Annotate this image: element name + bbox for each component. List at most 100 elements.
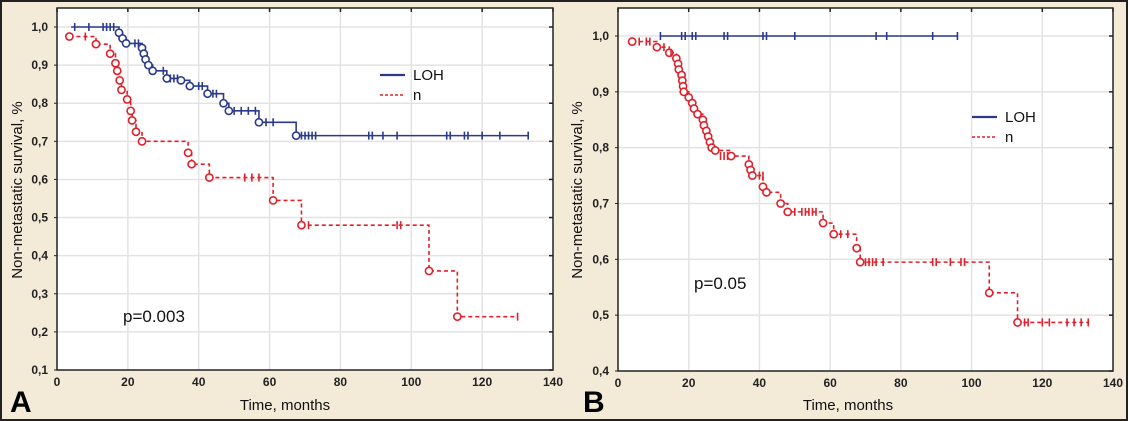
plot-area — [57, 8, 553, 370]
event-marker — [1013, 318, 1022, 327]
y-tick-label: 1,0 — [592, 29, 609, 43]
event-marker — [122, 95, 132, 104]
x-tick-label: 140 — [543, 375, 563, 389]
event-marker — [693, 109, 702, 119]
event-marker — [117, 85, 126, 95]
event-marker — [203, 89, 212, 99]
event-marker — [424, 266, 434, 276]
legend-label-loh: LOH — [413, 67, 444, 84]
event-marker — [219, 98, 228, 108]
event-marker — [126, 106, 136, 116]
event-marker — [291, 131, 301, 141]
y-tick-label: 0,7 — [592, 197, 609, 211]
event-marker — [112, 66, 122, 76]
event-marker — [187, 159, 197, 169]
y-tick-label: 0,2 — [31, 325, 48, 339]
event-marker — [762, 187, 771, 197]
panel-a: 0 20 40 60 80 100 120 140 0,1 0,2 0,3 0,4 0,5 0,6 0,7 0… — [9, 7, 563, 419]
event-marker — [105, 49, 115, 59]
plot-border — [56, 7, 554, 371]
x-tick-label: 60 — [823, 376, 837, 390]
x-tick-label: 20 — [682, 376, 696, 390]
y-tick-label: 0,5 — [592, 308, 609, 322]
event-marker — [254, 117, 264, 127]
x-tick-label: 40 — [753, 376, 767, 390]
y-tick-label: 0,4 — [592, 364, 609, 378]
y-axis-title: Non-metastatic survival, % — [9, 101, 26, 279]
event-marker — [452, 312, 462, 322]
p-value-annotation: p=0.05 — [694, 274, 746, 293]
x-tick-label: 0 — [615, 376, 622, 390]
event-marker — [115, 75, 125, 85]
series-n — [627, 37, 1090, 327]
event-marker — [137, 136, 147, 146]
y-tick-label: 0,8 — [31, 96, 48, 110]
event-marker — [162, 74, 172, 83]
plot-area — [618, 8, 1113, 371]
x-tick-label: 60 — [263, 375, 277, 389]
series-loh — [71, 23, 530, 141]
event-marker — [224, 106, 234, 116]
x-tick-label: 0 — [54, 375, 61, 389]
event-marker — [710, 146, 720, 155]
event-marker — [679, 87, 689, 97]
x-tick-label: 40 — [192, 375, 206, 389]
y-tick-label: 0,6 — [592, 252, 609, 266]
series-n — [65, 32, 519, 322]
event-marker — [91, 39, 101, 49]
y-axis-title: Non-metastatic survival, % — [569, 101, 586, 279]
event-marker — [185, 81, 195, 91]
panel-letter: B — [583, 386, 605, 419]
y-tick-label: 0,6 — [31, 172, 48, 186]
x-tick-label: 20 — [121, 375, 135, 389]
event-marker — [131, 127, 141, 137]
x-tick-label: 120 — [472, 375, 492, 389]
event-marker — [776, 199, 786, 208]
event-marker — [829, 229, 839, 239]
event-marker — [855, 257, 865, 267]
x-axis-title: Time, months — [240, 397, 330, 414]
x-tick-label: 140 — [1103, 376, 1123, 390]
series-loh — [659, 32, 959, 40]
event-marker — [183, 148, 193, 158]
y-tick-label: 0,5 — [31, 211, 48, 225]
y-tick-label: 1,0 — [31, 20, 48, 34]
event-marker — [627, 37, 637, 46]
x-tick-label: 100 — [401, 375, 421, 389]
event-marker — [268, 196, 278, 205]
panel-letter: A — [10, 386, 32, 419]
event-marker — [121, 38, 131, 48]
p-value-annotation: p=0.003 — [123, 307, 185, 326]
panel-b: 0 20 40 60 80 100 120 140 0,4 0,5 0,6 0,7 0,8 0,9 1,0 T… — [569, 7, 1123, 419]
y-tick-label: 0,7 — [31, 134, 48, 148]
event-marker — [148, 66, 158, 76]
event-marker — [852, 243, 862, 253]
x-axis-title: Time, months — [803, 397, 893, 414]
plot-border — [617, 7, 1114, 372]
event-marker — [111, 58, 120, 68]
event-marker — [144, 60, 153, 70]
y-tick-label: 0,3 — [31, 287, 48, 301]
y-tick-label: 0,4 — [31, 249, 48, 263]
event-marker — [747, 171, 757, 180]
event-marker — [818, 218, 828, 228]
event-marker — [204, 173, 214, 182]
event-marker — [726, 151, 736, 161]
y-tick-label: 0,9 — [592, 85, 609, 99]
y-tick-label: 0,8 — [592, 141, 609, 155]
legend-label-loh: LOH — [1005, 109, 1036, 126]
event-marker — [127, 115, 137, 125]
y-tick-label: 0,9 — [31, 58, 48, 72]
legend-label-n: n — [413, 87, 421, 104]
event-marker — [652, 42, 662, 52]
event-marker — [783, 207, 793, 217]
y-tick-label: 0,1 — [31, 363, 48, 377]
x-tick-label: 120 — [1032, 376, 1052, 390]
x-tick-label: 80 — [334, 375, 348, 389]
x-tick-label: 100 — [962, 376, 982, 390]
event-marker — [297, 220, 306, 230]
event-marker — [176, 75, 186, 85]
event-marker — [984, 288, 994, 298]
legend-label-n: n — [1005, 129, 1013, 146]
